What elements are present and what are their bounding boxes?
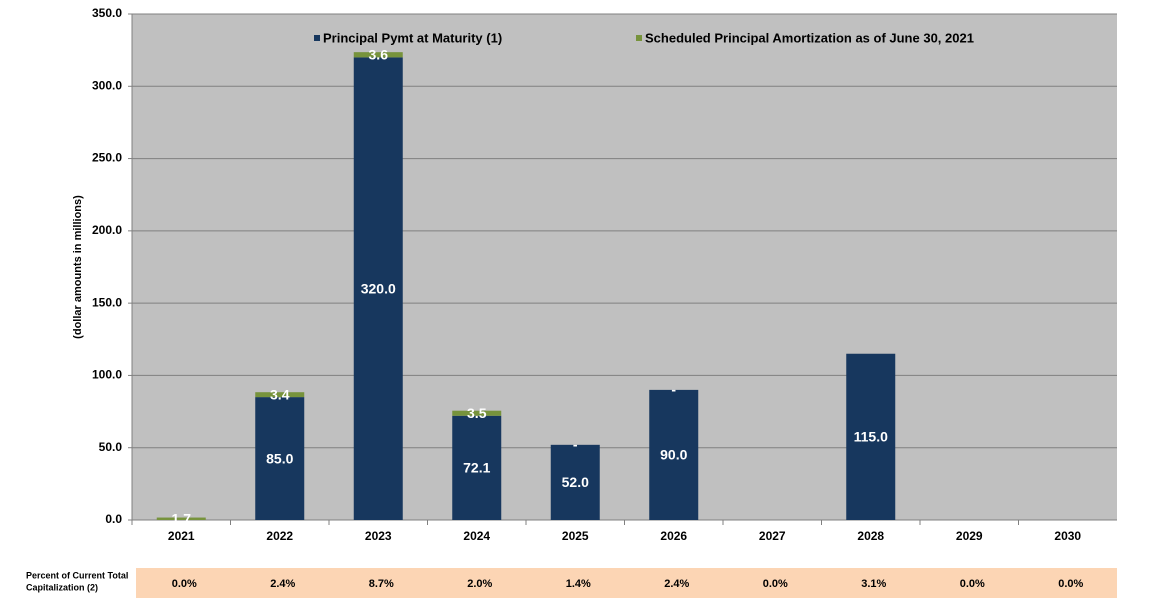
- bar-segment: [649, 389, 699, 520]
- value-label: -: [671, 382, 676, 398]
- legend-swatch: [636, 35, 642, 41]
- x-tick-label: 2027: [759, 529, 786, 543]
- value-label: 52.0: [562, 474, 589, 490]
- y-tick-label: 350.0: [92, 6, 122, 20]
- y-tick-label: 300.0: [92, 78, 122, 92]
- bar-segment: [255, 397, 305, 520]
- value-label: 90.0: [660, 447, 687, 463]
- y-tick-label: 200.0: [92, 223, 122, 237]
- value-label: 1.7: [172, 510, 192, 526]
- table-cell: 8.7%: [369, 578, 394, 590]
- table-cell: 1.4%: [566, 578, 591, 590]
- table-cell: 3.1%: [861, 578, 886, 590]
- x-tick-label: 2030: [1054, 529, 1081, 543]
- y-axis-label: (dollar amounts in millions): [72, 195, 84, 339]
- bar-segment: [550, 444, 600, 520]
- x-tick-label: 2024: [463, 529, 490, 543]
- x-tick-label: 2029: [956, 529, 983, 543]
- table-cell: 2.4%: [664, 578, 689, 590]
- bar-segment: [156, 517, 206, 520]
- bar-segment: [452, 415, 502, 520]
- value-label: 3.5: [467, 405, 487, 421]
- value-label: 3.6: [369, 46, 389, 62]
- value-label: 115.0: [854, 429, 888, 445]
- bar-segment: [452, 410, 502, 416]
- table-cell: 2.0%: [467, 578, 492, 590]
- y-tick-label: 50.0: [99, 440, 123, 454]
- value-label: 72.1: [463, 460, 490, 476]
- x-tick-label: 2025: [562, 529, 589, 543]
- table-cell: 0.0%: [960, 578, 985, 590]
- x-tick-label: 2023: [365, 529, 392, 543]
- value-label: 3.4: [270, 386, 290, 402]
- x-tick-label: 2022: [266, 529, 293, 543]
- legend-swatch: [314, 35, 320, 41]
- table-band: [136, 568, 1117, 598]
- y-tick-label: 150.0: [92, 295, 122, 309]
- bar-segment: [255, 392, 305, 398]
- bar-segment: [846, 353, 896, 520]
- table-label: Percent of Current Total: [26, 570, 128, 580]
- table-label: Capitalization (2): [26, 582, 98, 592]
- value-label: 85.0: [266, 450, 293, 466]
- x-tick-label: 2028: [857, 529, 884, 543]
- table-cell: 0.0%: [172, 578, 197, 590]
- legend-label: Scheduled Principal Amortization as of J…: [645, 30, 974, 45]
- x-tick-label: 2021: [168, 529, 195, 543]
- table-cell: 2.4%: [270, 578, 295, 590]
- legend-label: Principal Pymt at Maturity (1): [323, 30, 502, 45]
- bar-segment: [353, 52, 403, 58]
- x-tick-label: 2026: [660, 529, 687, 543]
- y-tick-label: 100.0: [92, 368, 122, 382]
- y-tick-label: 0.0: [105, 512, 122, 526]
- value-label: 320.0: [361, 280, 396, 296]
- bar-segment: [353, 57, 403, 520]
- table-cell: 0.0%: [1058, 578, 1083, 590]
- value-label: -: [573, 437, 578, 453]
- y-tick-label: 250.0: [92, 151, 122, 165]
- table-cell: 0.0%: [763, 578, 788, 590]
